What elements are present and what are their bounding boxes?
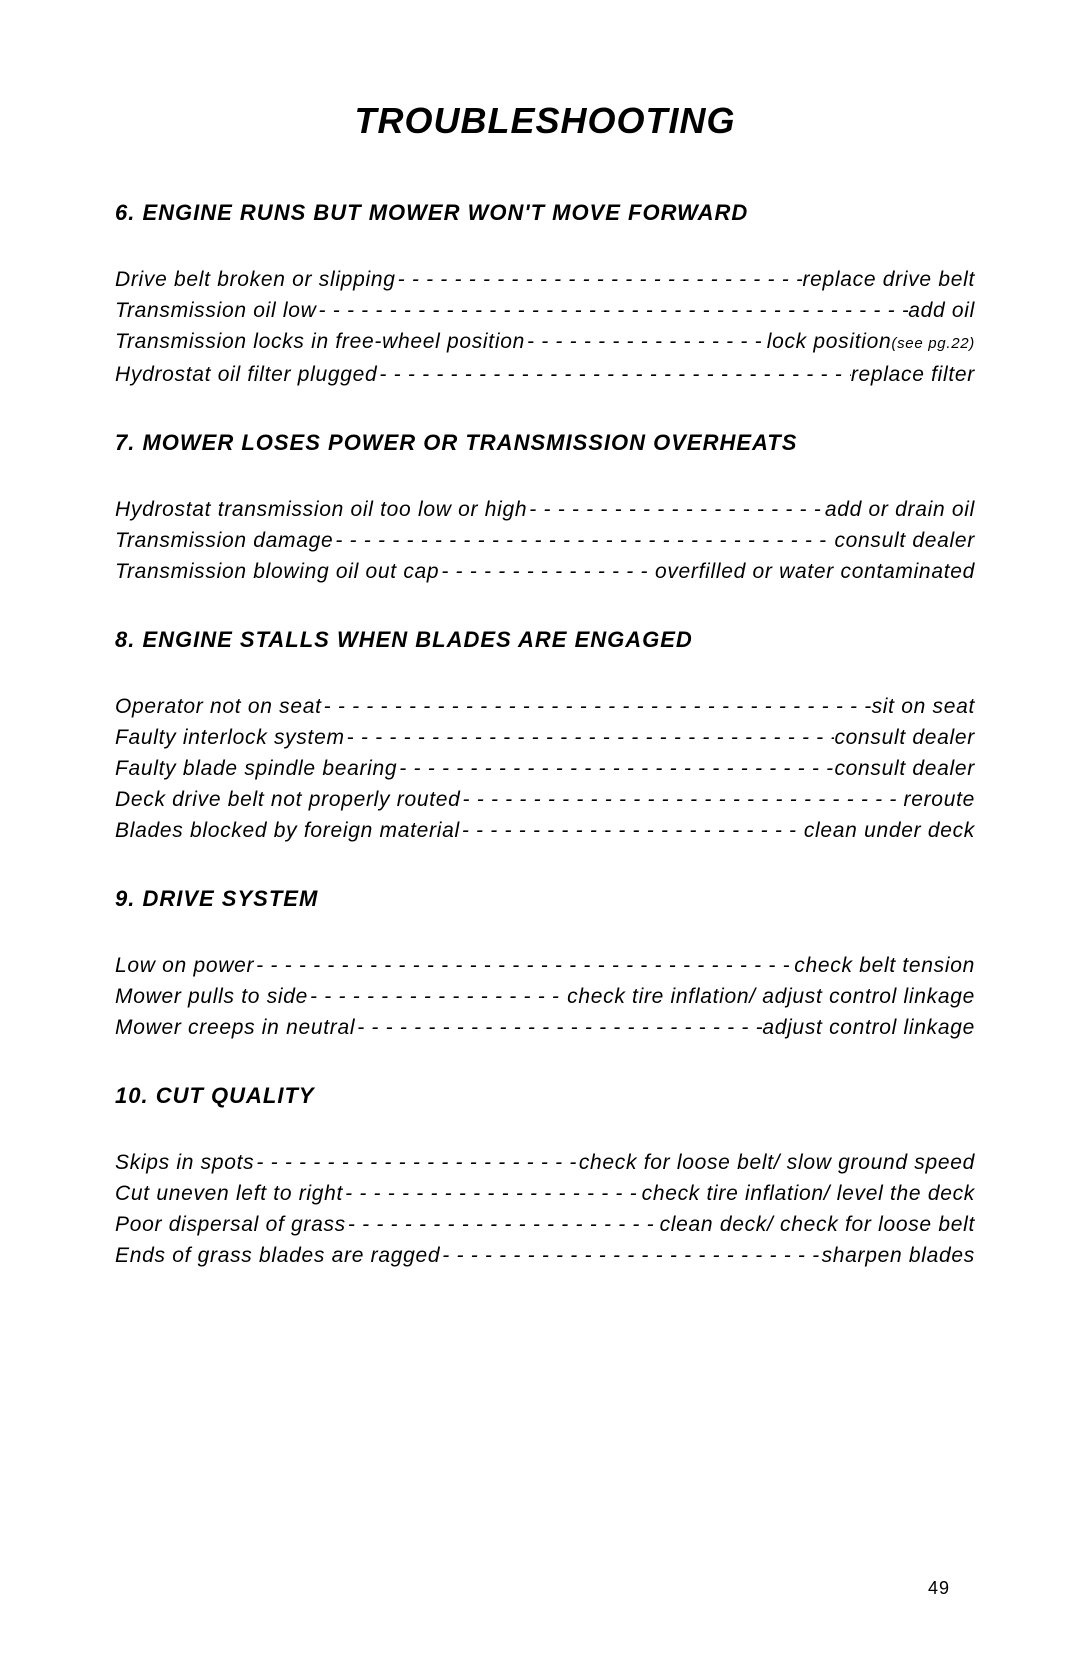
troubleshoot-line: Transmission blowing oil out cap- - - - … (115, 556, 975, 587)
cause-text: Faulty blade spindle bearing (115, 753, 397, 784)
troubleshoot-line: Transmission locks in free-wheel positio… (115, 326, 975, 359)
leader-dashes: - - - - - - - - - - - - - - - - - - - - … (527, 494, 825, 525)
remedy-text: check for loose belt/ slow ground speed (579, 1147, 975, 1178)
remedy-text: check tire inflation/ adjust control lin… (567, 981, 975, 1012)
cause-text: Mower creeps in neutral (115, 1012, 355, 1043)
cause-text: Mower pulls to side (115, 981, 308, 1012)
remedy-text: sit on seat (872, 691, 975, 722)
leader-dashes: - - - - - - - - - - - - - - - - - - - - … (397, 753, 834, 784)
cause-text: Skips in spots (115, 1147, 254, 1178)
remedy-note: (see pg.22) (891, 328, 975, 359)
page-title: TROUBLESHOOTING (115, 100, 975, 142)
leader-dashes: - - - - - - - - - - - - - - - - - - - - … (439, 556, 655, 587)
troubleshoot-line: Low on power- - - - - - - - - - - - - - … (115, 950, 975, 981)
sections-container: 6. ENGINE RUNS BUT MOWER WON'T MOVE FORW… (115, 200, 975, 1271)
troubleshoot-line: Hydrostat oil filter plugged- - - - - - … (115, 359, 975, 390)
troubleshoot-line: Ends of grass blades are ragged- - - - -… (115, 1240, 975, 1271)
remedy-text: consult dealer (834, 525, 975, 556)
troubleshoot-line: Faulty blade spindle bearing- - - - - - … (115, 753, 975, 784)
cause-text: Low on power (115, 950, 254, 981)
remedy-text: replace filter (851, 359, 975, 390)
cause-text: Deck drive belt not properly routed (115, 784, 461, 815)
cause-text: Transmission locks in free-wheel positio… (115, 326, 525, 357)
leader-dashes: - - - - - - - - - - - - - - - - - - - - … (333, 525, 834, 556)
cause-text: Hydrostat oil filter plugged (115, 359, 377, 390)
remedy-text: add oil (908, 295, 975, 326)
cause-text: Transmission oil low (115, 295, 317, 326)
section-heading: 10. CUT QUALITY (115, 1083, 975, 1109)
troubleshoot-line: Operator not on seat- - - - - - - - - - … (115, 691, 975, 722)
troubleshoot-line: Transmission oil low- - - - - - - - - - … (115, 295, 975, 326)
remedy-text: consult dealer (834, 722, 975, 753)
leader-dashes: - - - - - - - - - - - - - - - - - - - - … (461, 784, 904, 815)
leader-dashes: - - - - - - - - - - - - - - - - - - - - … (322, 691, 872, 722)
cause-text: Transmission damage (115, 525, 333, 556)
remedy-text: overfilled or water contaminated (655, 556, 975, 587)
leader-dashes: - - - - - - - - - - - - - - - - - - - - … (440, 1240, 821, 1271)
leader-dashes: - - - - - - - - - - - - - - - - - - - - … (254, 950, 794, 981)
troubleshoot-line: Faulty interlock system- - - - - - - - -… (115, 722, 975, 753)
leader-dashes: - - - - - - - - - - - - - - - - - - - - … (355, 1012, 762, 1043)
leader-dashes: - - - - - - - - - - - - - - - - - - - - … (460, 815, 804, 846)
remedy-text: check belt tension (794, 950, 975, 981)
leader-dashes: - - - - - - - - - - - - - - - - - - - - … (308, 981, 567, 1012)
remedy-text: lock position (767, 326, 892, 357)
cause-text: Operator not on seat (115, 691, 322, 722)
troubleshoot-line: Hydrostat transmission oil too low or hi… (115, 494, 975, 525)
remedy-text: check tire inflation/ level the deck (642, 1178, 975, 1209)
section-heading: 9. DRIVE SYSTEM (115, 886, 975, 912)
cause-text: Cut uneven left to right (115, 1178, 343, 1209)
remedy-text: adjust control linkage (762, 1012, 975, 1043)
cause-text: Blades blocked by foreign material (115, 815, 460, 846)
remedy-text: clean deck/ check for loose belt (660, 1209, 975, 1240)
remedy-text: sharpen blades (822, 1240, 975, 1271)
leader-dashes: - - - - - - - - - - - - - - - - - - - - … (343, 1178, 642, 1209)
cause-text: Poor dispersal of grass (115, 1209, 346, 1240)
troubleshoot-line: Poor dispersal of grass- - - - - - - - -… (115, 1209, 975, 1240)
troubleshoot-line: Mower creeps in neutral- - - - - - - - -… (115, 1012, 975, 1043)
leader-dashes: - - - - - - - - - - - - - - - - - - - - … (396, 264, 803, 295)
troubleshoot-line: Deck drive belt not properly routed- - -… (115, 784, 975, 815)
leader-dashes: - - - - - - - - - - - - - - - - - - - - … (377, 359, 850, 390)
cause-text: Hydrostat transmission oil too low or hi… (115, 494, 527, 525)
troubleshoot-line: Transmission damage- - - - - - - - - - -… (115, 525, 975, 556)
troubleshoot-line: Skips in spots- - - - - - - - - - - - - … (115, 1147, 975, 1178)
remedy-text: clean under deck (804, 815, 975, 846)
remedy-text: add or drain oil (825, 494, 975, 525)
cause-text: Ends of grass blades are ragged (115, 1240, 440, 1271)
troubleshoot-line: Blades blocked by foreign material- - - … (115, 815, 975, 846)
leader-dashes: - - - - - - - - - - - - - - - - - - - - … (346, 1209, 660, 1240)
remedy-text: reroute (904, 784, 975, 815)
troubleshoot-line: Drive belt broken or slipping- - - - - -… (115, 264, 975, 295)
cause-text: Drive belt broken or slipping (115, 264, 396, 295)
cause-text: Faulty interlock system (115, 722, 345, 753)
leader-dashes: - - - - - - - - - - - - - - - - - - - - … (525, 326, 767, 357)
remedy-text: consult dealer (834, 753, 975, 784)
page: TROUBLESHOOTING 6. ENGINE RUNS BUT MOWER… (0, 0, 1080, 1669)
page-number: 49 (928, 1578, 950, 1599)
remedy-text: replace drive belt (802, 264, 975, 295)
leader-dashes: - - - - - - - - - - - - - - - - - - - - … (345, 722, 835, 753)
leader-dashes: - - - - - - - - - - - - - - - - - - - - … (317, 295, 909, 326)
cause-text: Transmission blowing oil out cap (115, 556, 439, 587)
troubleshoot-line: Mower pulls to side- - - - - - - - - - -… (115, 981, 975, 1012)
section-heading: 6. ENGINE RUNS BUT MOWER WON'T MOVE FORW… (115, 200, 975, 226)
section-heading: 7. MOWER LOSES POWER OR TRANSMISSION OVE… (115, 430, 975, 456)
troubleshoot-line: Cut uneven left to right- - - - - - - - … (115, 1178, 975, 1209)
leader-dashes: - - - - - - - - - - - - - - - - - - - - … (254, 1147, 578, 1178)
section-heading: 8. ENGINE STALLS WHEN BLADES ARE ENGAGED (115, 627, 975, 653)
